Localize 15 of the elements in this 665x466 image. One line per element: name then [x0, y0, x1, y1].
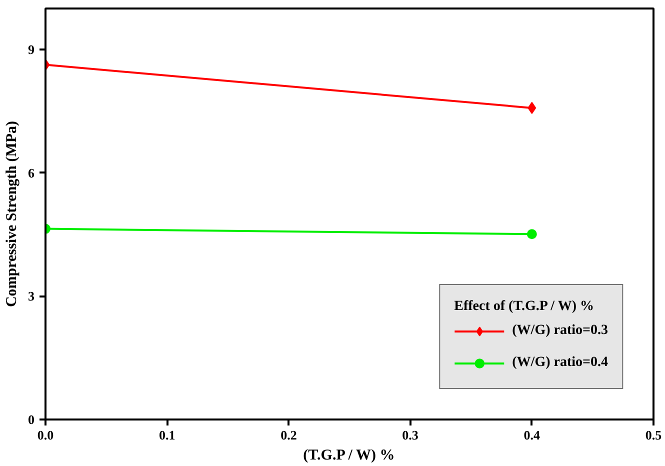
x-tick-label: 0.1: [158, 428, 176, 442]
x-tick-label: 0.5: [645, 428, 662, 442]
legend-title: Effect of (T.G.P / W) %: [454, 299, 595, 315]
y-axis-title: Compressive Strength (MPa): [4, 120, 20, 308]
y-tick-label: 0: [28, 412, 34, 427]
x-tick-label: 0.2: [280, 428, 297, 442]
x-tick-label: 0.4: [524, 428, 541, 442]
x-axis-title: (T.G.P / W) %: [303, 448, 395, 464]
legend-label: (W/G) ratio=0.4: [512, 355, 608, 371]
y-tick-label: 9: [28, 42, 35, 58]
x-tick-label: 0.3: [402, 428, 419, 442]
x-tick-label: 0.0: [37, 428, 54, 442]
y-tick-label: 6: [28, 165, 35, 180]
y-tick-label: 3: [28, 288, 35, 304]
legend-label: (W/G) ratio=0.3: [512, 323, 608, 339]
